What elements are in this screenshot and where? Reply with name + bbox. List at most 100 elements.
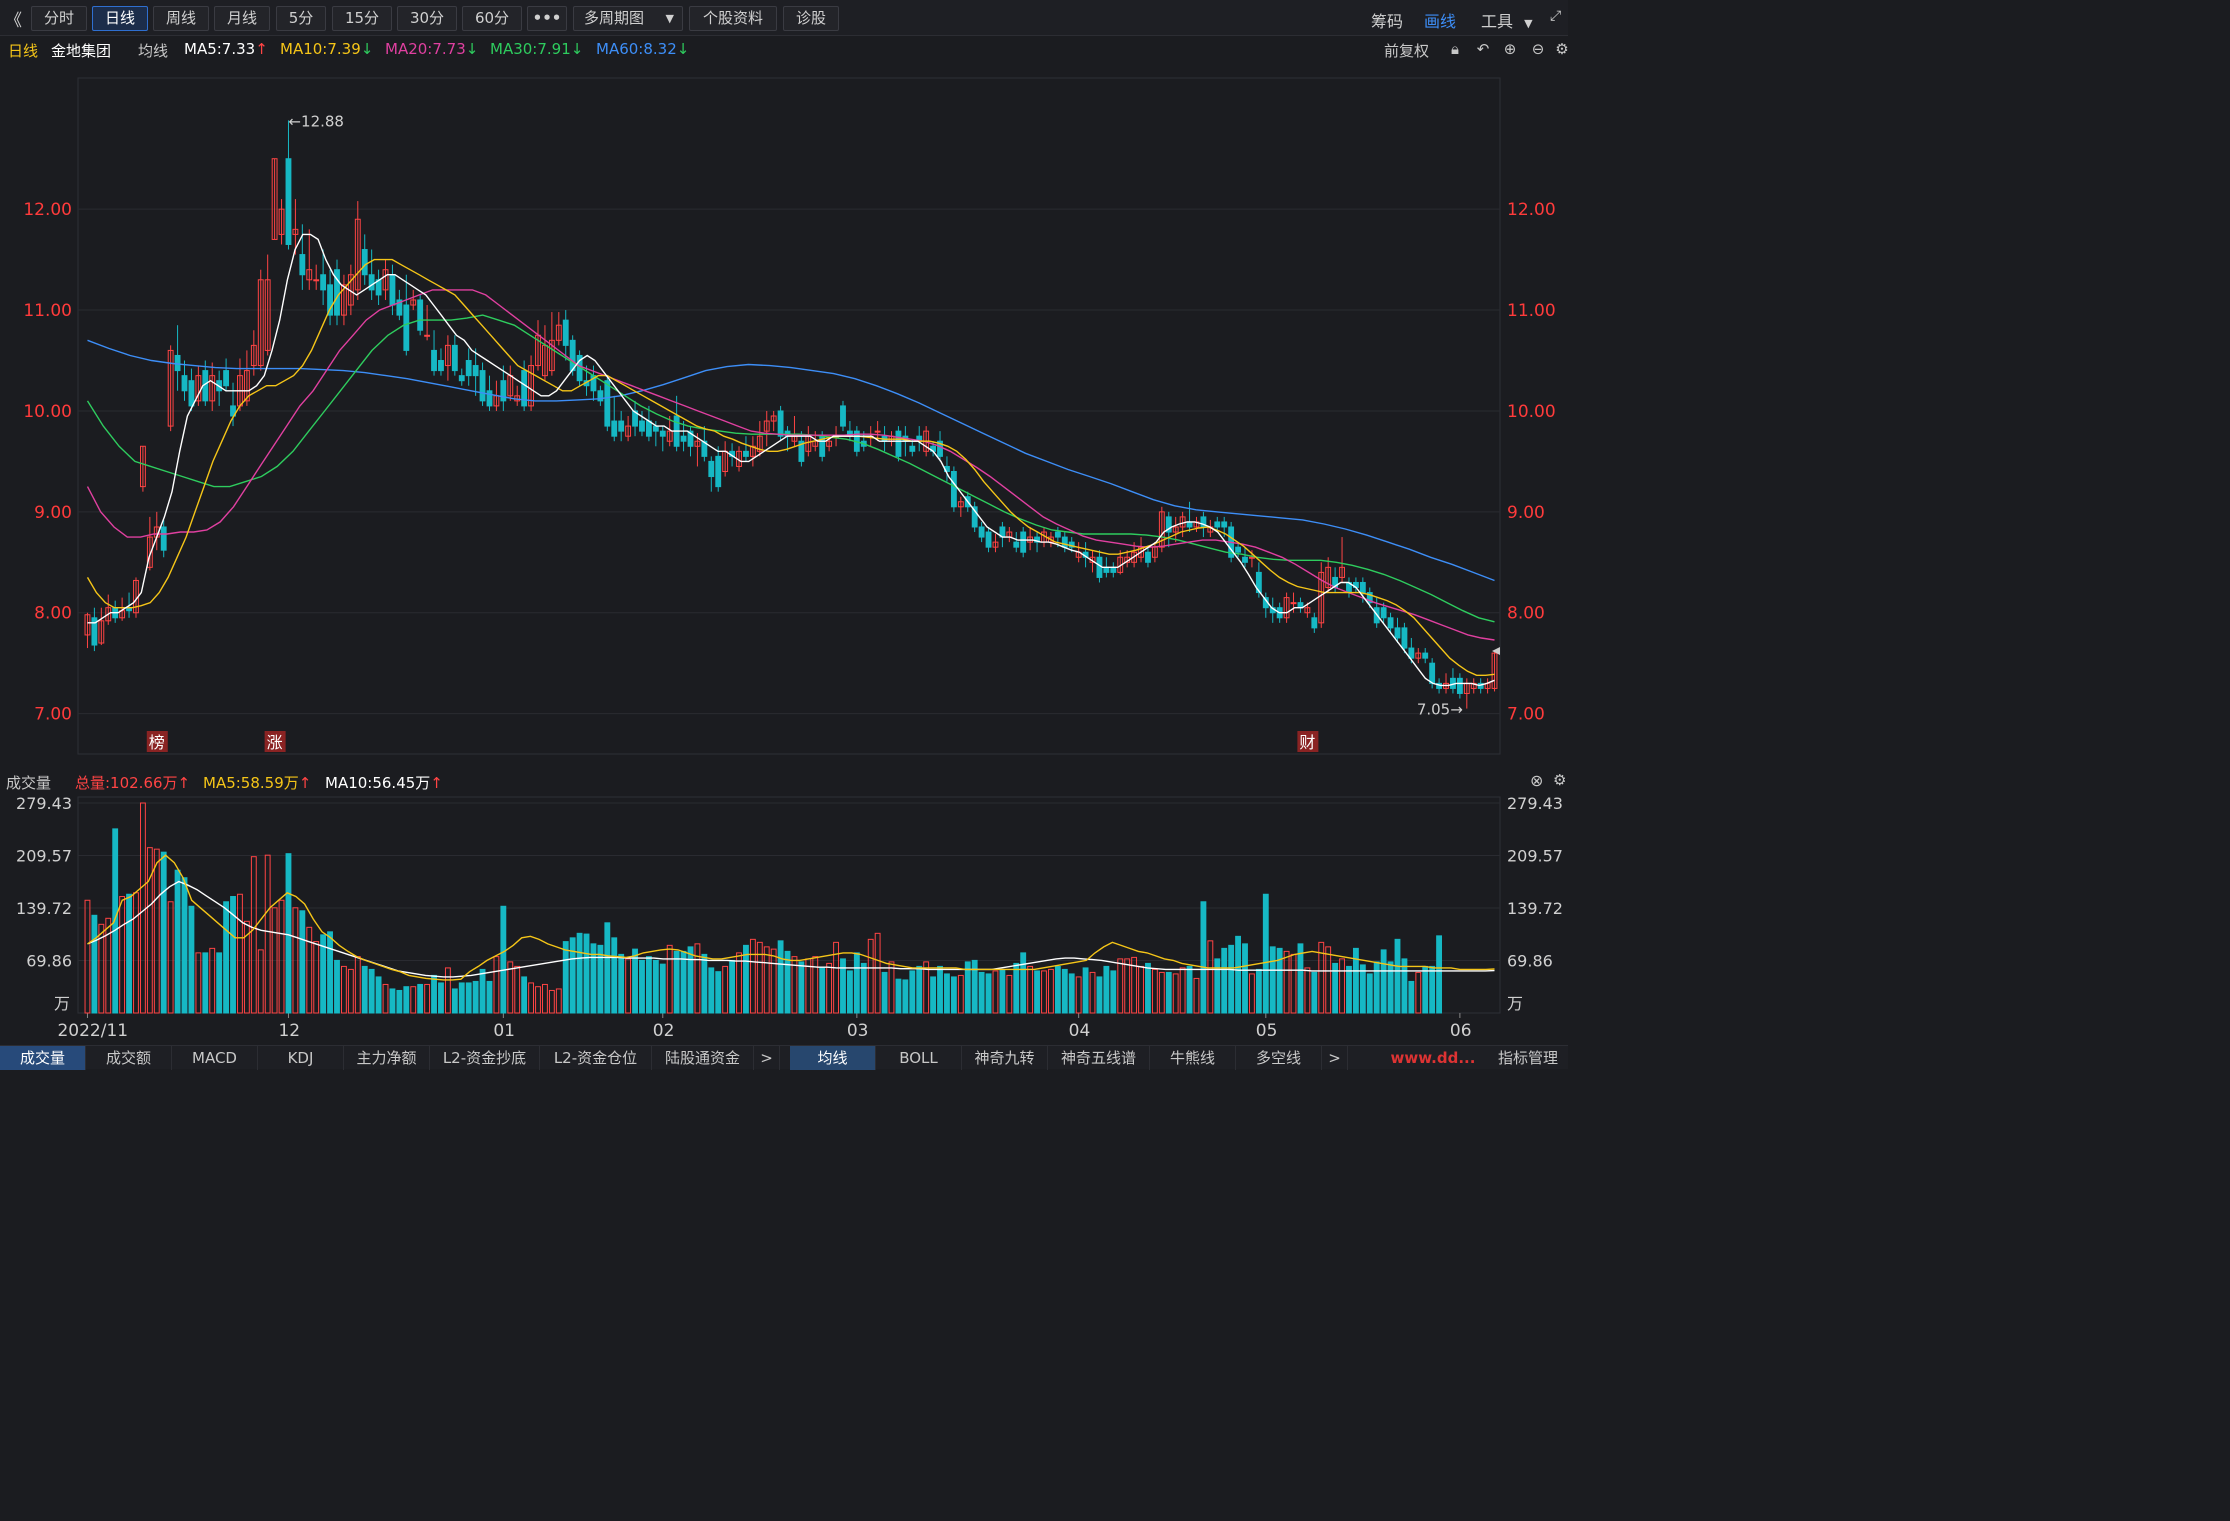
price-tick-label-right: 12.00 <box>1507 200 1556 220</box>
period-tab-5min[interactable]: 5分 <box>276 6 326 31</box>
candle-body <box>1311 617 1318 629</box>
stock-chart-window: 《 分时 日线 周线 月线 5分 15分 30分 60分 ••• 多周期图 ▼ … <box>0 0 1569 1070</box>
volume-bar <box>895 978 902 1014</box>
volume-bar <box>846 970 853 1014</box>
more-periods-button[interactable]: ••• <box>527 6 567 31</box>
period-tab-60min[interactable]: 60分 <box>462 6 522 31</box>
tab-long-short[interactable]: 多空线 <box>1236 1046 1322 1070</box>
ma5-line <box>87 233 1495 687</box>
tab-volume[interactable]: 成交量 <box>0 1046 86 1070</box>
tab-ma[interactable]: 均线 <box>790 1046 876 1070</box>
candle-body <box>548 339 555 372</box>
multi-period-dropdown[interactable]: 多周期图 ▼ <box>573 6 683 31</box>
candle-body <box>105 607 112 622</box>
gear-icon[interactable]: ⚙ <box>1553 771 1567 789</box>
volume-bar <box>1172 973 1179 1014</box>
candle-body <box>1366 592 1373 604</box>
period-tab-monthly[interactable]: 月线 <box>214 6 270 31</box>
price-volume-chart[interactable]: 12.00 12.00 11.00 11.00 10.00 10.00 9.00 9.00 8.… <box>0 0 1568 1045</box>
adjust-mode-button[interactable]: 前复权 <box>1384 42 1430 60</box>
volume-bar <box>1422 965 1429 1014</box>
volume-bar <box>937 965 943 1014</box>
price-tick-label-left: 8.00 <box>34 604 72 624</box>
chevron-right-icon[interactable]: > <box>754 1046 780 1070</box>
volume-bar <box>271 907 278 1014</box>
back-icon[interactable]: 《 <box>5 11 22 31</box>
chips-button[interactable]: 筹码 <box>1371 12 1404 31</box>
volume-bar <box>1061 968 1068 1014</box>
candle-body <box>569 339 576 372</box>
candle-body <box>188 380 195 407</box>
candle-body <box>1020 531 1027 553</box>
tab-l2-bottom[interactable]: L2-资金抄底 <box>430 1046 540 1070</box>
gear-icon[interactable]: ⚙ <box>1555 40 1569 58</box>
tab-main-net[interactable]: 主力净额 <box>344 1046 430 1070</box>
indicator-manage-button[interactable]: 指标管理 <box>1497 1049 1558 1067</box>
candle-body <box>645 420 652 437</box>
candle-body <box>694 440 701 447</box>
volume-bar <box>1436 935 1443 1014</box>
volume-bar <box>1290 953 1297 1014</box>
tab-bull-bear[interactable]: 牛熊线 <box>1150 1046 1236 1070</box>
candle-body <box>1110 566 1117 573</box>
multi-period-label: 多周期图 <box>584 9 645 27</box>
draw-button[interactable]: 画线 <box>1424 12 1457 31</box>
period-tab-30min[interactable]: 30分 <box>397 6 457 31</box>
period-tab-daily[interactable]: 日线 <box>92 6 148 31</box>
period-label: 日线 <box>8 42 39 60</box>
expand-icon[interactable]: ⤢ <box>1550 8 1562 24</box>
candle-body <box>639 420 645 432</box>
volume-bar <box>680 950 687 1014</box>
candle-body <box>687 430 694 447</box>
volume-bar <box>500 905 507 1014</box>
volume-bar <box>389 988 396 1014</box>
volume-bar <box>264 854 271 1014</box>
tab-magic-nine[interactable]: 神奇九转 <box>962 1046 1048 1070</box>
period-tab-intraday[interactable]: 分时 <box>31 6 87 31</box>
ma-label[interactable]: 均线 <box>138 42 169 60</box>
volume-bar <box>555 988 562 1014</box>
period-tab-15min[interactable]: 15分 <box>332 6 392 31</box>
volume-bar <box>105 917 112 1014</box>
lock-icon[interactable]: 🔒︎ <box>1451 40 1459 58</box>
price-tick-label-right: 9.00 <box>1507 503 1545 523</box>
volume-bar <box>1373 961 1380 1014</box>
volume-bar <box>1068 973 1075 1014</box>
x-tick-label: 04 <box>1069 1021 1091 1041</box>
tab-kdj[interactable]: KDJ <box>258 1046 344 1070</box>
diagnose-button[interactable]: 诊股 <box>783 6 839 31</box>
tools-dropdown[interactable]: 工具 ▼ <box>1481 8 1533 32</box>
zoom-out-icon[interactable]: ⊖ <box>1531 40 1545 58</box>
period-tab-weekly[interactable]: 周线 <box>153 6 209 31</box>
zoom-in-icon[interactable]: ⊕ <box>1503 40 1517 58</box>
tab-northbound[interactable]: 陆股通资金 <box>652 1046 754 1070</box>
tab-l2-position[interactable]: L2-资金仓位 <box>540 1046 652 1070</box>
volume-bar <box>493 956 500 1014</box>
volume-bar <box>160 851 167 1014</box>
volume-bar <box>1200 901 1207 1014</box>
close-icon[interactable]: ⊗ <box>1530 771 1544 790</box>
volume-bar <box>1089 971 1096 1014</box>
volume-bar <box>1082 967 1089 1014</box>
tab-turnover[interactable]: 成交额 <box>86 1046 172 1070</box>
chevron-right-icon[interactable]: > <box>1322 1046 1348 1070</box>
candle-body <box>680 435 687 442</box>
candle-body <box>701 440 708 457</box>
volume-bar <box>1235 935 1241 1014</box>
candle-body <box>1186 521 1193 528</box>
candle-body <box>1408 647 1415 659</box>
ma20-line <box>86 289 1495 641</box>
volume-bar <box>209 947 216 1014</box>
volume-bar <box>729 959 736 1014</box>
ma30-value: MA30:7.91↓ <box>490 40 584 58</box>
volume-bar <box>479 968 486 1014</box>
volume-bar <box>1020 952 1027 1014</box>
top-toolbar: 《 分时 日线 周线 月线 5分 15分 30分 60分 ••• 多周期图 ▼ … <box>0 0 1568 36</box>
candle-body <box>334 269 340 316</box>
undo-icon[interactable]: ↶ <box>1476 40 1490 58</box>
tab-boll[interactable]: BOLL <box>876 1046 962 1070</box>
tab-macd[interactable]: MACD <box>172 1046 258 1070</box>
tab-magic-five[interactable]: 神奇五线谱 <box>1048 1046 1150 1070</box>
stock-info-button[interactable]: 个股资料 <box>689 6 777 31</box>
candle-body <box>763 420 770 432</box>
